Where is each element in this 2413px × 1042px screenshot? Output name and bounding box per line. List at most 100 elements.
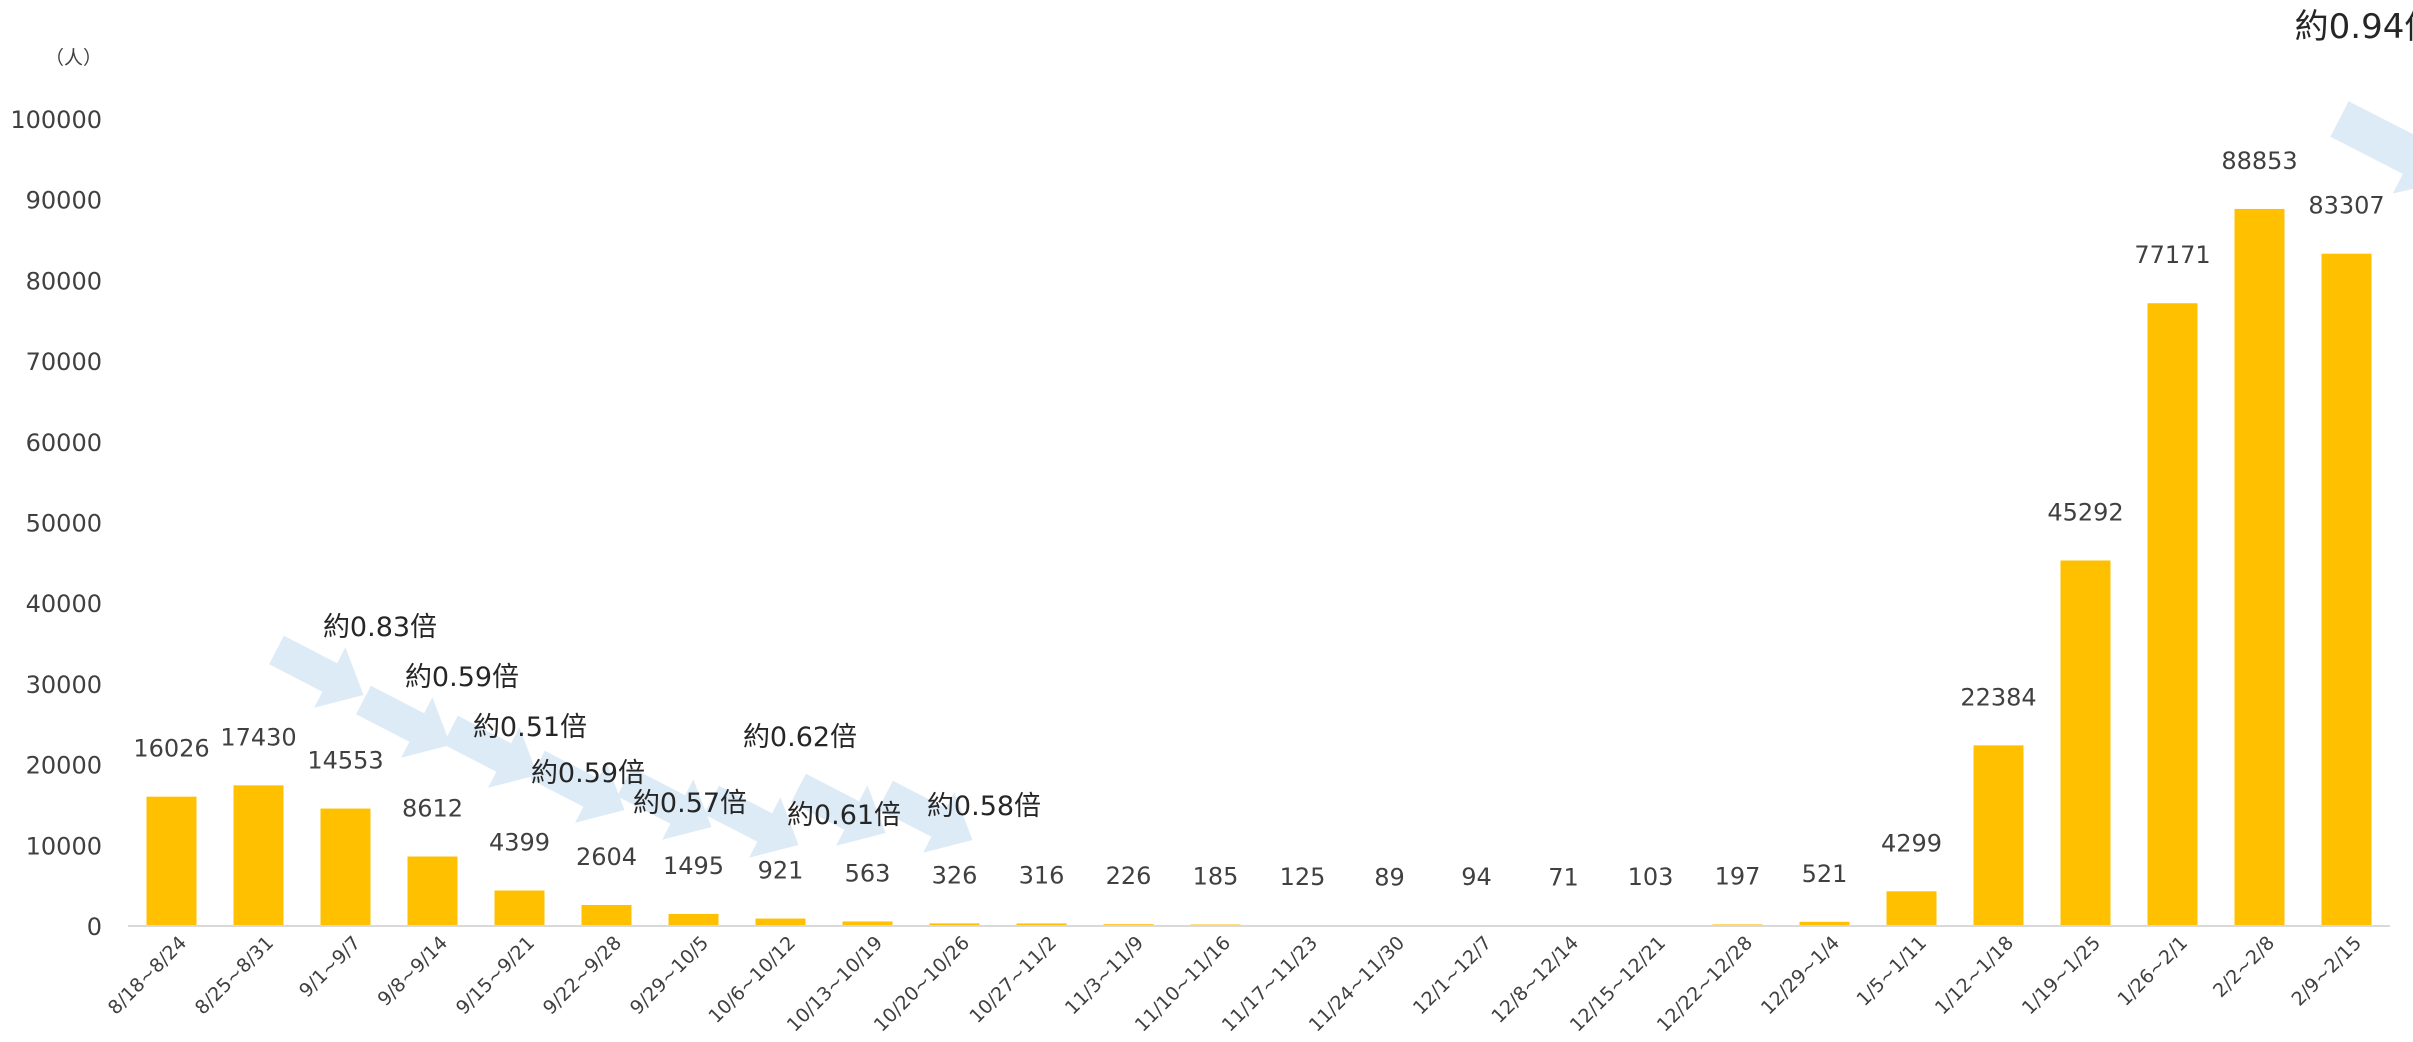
x-tick-label: 1/19~1/25 (2018, 932, 2105, 1019)
bar (2234, 208, 2285, 926)
bar-value-label: 71 (1548, 863, 1579, 891)
ratio-annotation-label: 約0.51倍 (473, 712, 587, 743)
ratio-arrow (617, 767, 712, 840)
bar-value-label: 14553 (307, 747, 383, 775)
x-tick-label: 9/22~9/28 (539, 932, 626, 1019)
bar (581, 904, 632, 926)
ratio-annotation-label: 約0.59倍 (405, 662, 519, 693)
x-tick-label: 2/2~2/8 (2209, 932, 2279, 1002)
bar-value-label: 4399 (489, 829, 550, 857)
ratio-arrow (356, 685, 451, 758)
x-tick-label: 2/9~2/15 (2287, 932, 2366, 1011)
y-tick-label: 80000 (26, 267, 102, 295)
bar (929, 923, 980, 926)
y-tick-label: 70000 (26, 348, 102, 376)
bar (1016, 923, 1067, 926)
y-tick-label: 60000 (26, 429, 102, 457)
bar-value-label: 185 (1193, 863, 1239, 891)
bar (668, 913, 719, 926)
bar (1973, 745, 2024, 926)
ratio-arrow (269, 635, 364, 708)
y-tick-label: 10000 (26, 832, 102, 860)
ratio-annotation-label: 約0.58倍 (927, 791, 1041, 822)
bar (320, 808, 371, 926)
x-tick-label: 11/3~11/9 (1061, 932, 1148, 1019)
ratio-annotation-label: 約0.62倍 (743, 722, 857, 753)
y-axis-unit-label: （人） (45, 47, 102, 69)
y-tick-label: 100000 (10, 106, 102, 134)
bar-value-label: 83307 (2308, 192, 2384, 220)
y-tick-label: 0 (87, 913, 102, 941)
bar-value-label: 1495 (663, 852, 724, 880)
bar-value-label: 197 (1715, 862, 1761, 890)
bar (755, 918, 806, 926)
x-tick-label: 9/15~9/21 (452, 932, 539, 1019)
bar-value-label: 89 (1374, 863, 1405, 891)
x-tick-label: 1/26~2/1 (2113, 932, 2192, 1011)
bar (2060, 560, 2111, 926)
bar-value-label: 125 (1280, 863, 1326, 891)
y-axis-ticks: 0 10000 20000 30000 40000 50000 60000 70000 8000… (10, 106, 102, 941)
bar-value-label: 22384 (1960, 683, 2036, 711)
ratio-arrow (878, 780, 973, 853)
x-tick-label: 9/29~10/5 (626, 932, 713, 1019)
y-tick-label: 20000 (26, 752, 102, 780)
bar-value-label: 77171 (2134, 241, 2210, 269)
ratio-arrow (704, 785, 799, 858)
bar-value-label: 8612 (402, 795, 463, 823)
x-tick-label: 12/1~12/7 (1409, 932, 1496, 1019)
bar-value-label: 316 (1019, 861, 1065, 889)
bar-value-label: 326 (932, 861, 978, 889)
data-labels: 16026 17430 14553 8612 4399 2604 1495 921 563 326… (133, 147, 2384, 891)
bar-value-label: 563 (845, 859, 891, 887)
bar-value-label: 45292 (2047, 498, 2123, 526)
bar-value-label: 4299 (1881, 829, 1942, 857)
x-tick-label: 1/5~1/11 (1852, 932, 1931, 1011)
bar (2321, 253, 2372, 926)
bar-value-label: 16026 (133, 735, 209, 763)
ratio-arrow (530, 750, 625, 823)
bar-value-label: 88853 (2221, 147, 2297, 175)
ratio-annotation-label: 約0.94倍 (2295, 7, 2413, 47)
ratio-annotation-label: 約0.61倍 (787, 800, 901, 831)
x-tick-label: 1/12~1/18 (1931, 932, 2018, 1019)
x-tick-label: 10/6~10/12 (704, 932, 800, 1028)
x-tick-label: 9/8~9/14 (373, 932, 452, 1011)
x-tick-label: 9/1~9/7 (295, 932, 365, 1002)
bar (842, 921, 893, 926)
x-axis-labels: 8/18~8/24 8/25~8/31 9/1~9/7 9/8~9/14 9/15~9/… (104, 932, 2366, 1036)
bars (146, 208, 2372, 927)
y-tick-label: 90000 (26, 187, 102, 215)
ratio-annotation-label: 約0.83倍 (323, 612, 437, 643)
ratio-annotation-label: 約0.57倍 (633, 788, 747, 819)
x-tick-label: 10/27~11/2 (965, 932, 1061, 1028)
bar (146, 796, 197, 926)
ratio-arrow (791, 773, 886, 846)
bar-value-label: 17430 (220, 723, 296, 751)
bar-value-label: 94 (1461, 863, 1492, 891)
y-tick-label: 30000 (26, 671, 102, 699)
ratio-arrows (269, 101, 2413, 858)
x-tick-label: 8/18~8/24 (104, 932, 191, 1019)
bar-value-label: 521 (1802, 860, 1848, 888)
bar (1886, 891, 1937, 926)
bar-value-label: 921 (758, 857, 804, 885)
x-tick-label: 8/25~8/31 (191, 932, 278, 1019)
bar (2147, 303, 2198, 926)
ratio-annotations: 約0.83倍約0.59倍約0.51倍約0.59倍約0.57倍約0.62倍約0.6… (323, 7, 2413, 831)
bar (233, 785, 284, 926)
y-tick-label: 50000 (26, 510, 102, 538)
bar-value-label: 2604 (576, 843, 637, 871)
bar-value-label: 103 (1628, 863, 1674, 891)
ratio-annotation-label: 約0.59倍 (531, 758, 645, 789)
x-tick-label: 12/8~12/14 (1487, 932, 1583, 1028)
bar (407, 856, 458, 926)
bar (494, 890, 545, 926)
y-tick-label: 40000 (26, 590, 102, 618)
bar (1799, 921, 1850, 926)
x-tick-label: 12/29~1/4 (1757, 932, 1844, 1019)
ratio-arrow (443, 715, 538, 788)
ratio-arrow (2330, 101, 2413, 194)
bar-value-label: 226 (1106, 862, 1152, 890)
